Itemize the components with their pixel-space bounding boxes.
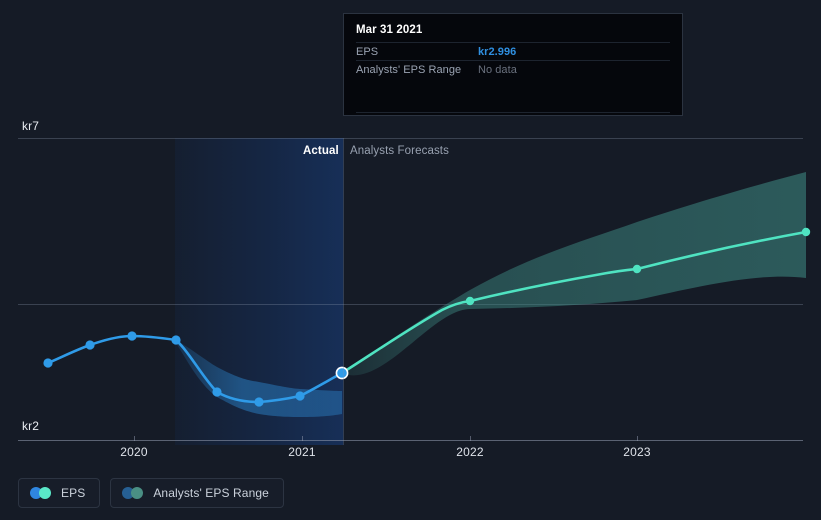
swatch-dot-secondary xyxy=(131,487,144,499)
chart-tooltip: Mar 31 2021 EPS kr2.996 Analysts' EPS Ra… xyxy=(343,13,683,116)
legend-item-label: EPS xyxy=(61,486,86,500)
data-point-actual[interactable] xyxy=(85,340,95,350)
tooltip-row: EPS kr2.996 xyxy=(356,42,670,60)
x-axis-label: 2023 xyxy=(623,445,651,459)
x-axis-tick xyxy=(637,436,638,441)
data-point-forecast[interactable] xyxy=(801,227,811,237)
data-point-actual[interactable] xyxy=(43,358,53,368)
series-layer xyxy=(43,172,811,417)
tooltip-title: Mar 31 2021 xyxy=(356,24,423,36)
data-point-actual[interactable] xyxy=(171,335,181,345)
legend-swatch-icon xyxy=(122,487,144,499)
x-axis-label: 2021 xyxy=(288,445,316,459)
line-eps-forecast xyxy=(340,230,808,375)
tooltip-footer-rule xyxy=(356,112,670,114)
y-axis-label-top: kr7 xyxy=(22,119,39,133)
chart-legend: EPS Analysts' EPS Range xyxy=(18,478,284,508)
tooltip-row-key: Analysts' EPS Range xyxy=(356,63,462,76)
x-axis-tick xyxy=(302,436,303,441)
y-axis-label-bottom: kr2 xyxy=(22,419,39,433)
gridline-middle xyxy=(18,304,803,305)
x-axis-label: 2020 xyxy=(120,445,148,459)
x-axis-tick xyxy=(134,436,135,441)
gridline-top xyxy=(18,138,803,139)
data-point-selected[interactable] xyxy=(335,366,349,380)
data-point-actual[interactable] xyxy=(212,387,222,397)
legend-swatch-icon xyxy=(30,487,52,499)
phase-label-forecast: Analysts Forecasts xyxy=(350,145,449,157)
legend-item-eps[interactable]: EPS xyxy=(18,478,101,508)
legend-item-analysts-eps-range[interactable]: Analysts' EPS Range xyxy=(110,478,284,508)
legend-item-label: Analysts' EPS Range xyxy=(153,486,269,500)
x-axis-tick xyxy=(470,436,471,441)
swatch-dot-secondary xyxy=(39,487,51,499)
data-point-actual[interactable] xyxy=(295,391,305,401)
x-axis-line xyxy=(18,440,803,441)
data-point-forecast[interactable] xyxy=(465,296,475,306)
tooltip-row-value: No data xyxy=(478,63,517,76)
phase-label-actual: Actual xyxy=(303,145,339,157)
phase-divider xyxy=(343,138,344,445)
x-axis-label: 2022 xyxy=(456,445,484,459)
tooltip-spacer xyxy=(356,78,670,112)
tooltip-row-key: EPS xyxy=(356,45,379,58)
tooltip-row-value: kr2.996 xyxy=(478,45,517,58)
data-point-forecast[interactable] xyxy=(632,264,642,274)
data-point-actual[interactable] xyxy=(127,331,137,341)
tooltip-row: Analysts' EPS Range No data xyxy=(356,60,670,78)
data-point-actual[interactable] xyxy=(254,397,264,407)
band-forecast-range xyxy=(342,172,806,376)
